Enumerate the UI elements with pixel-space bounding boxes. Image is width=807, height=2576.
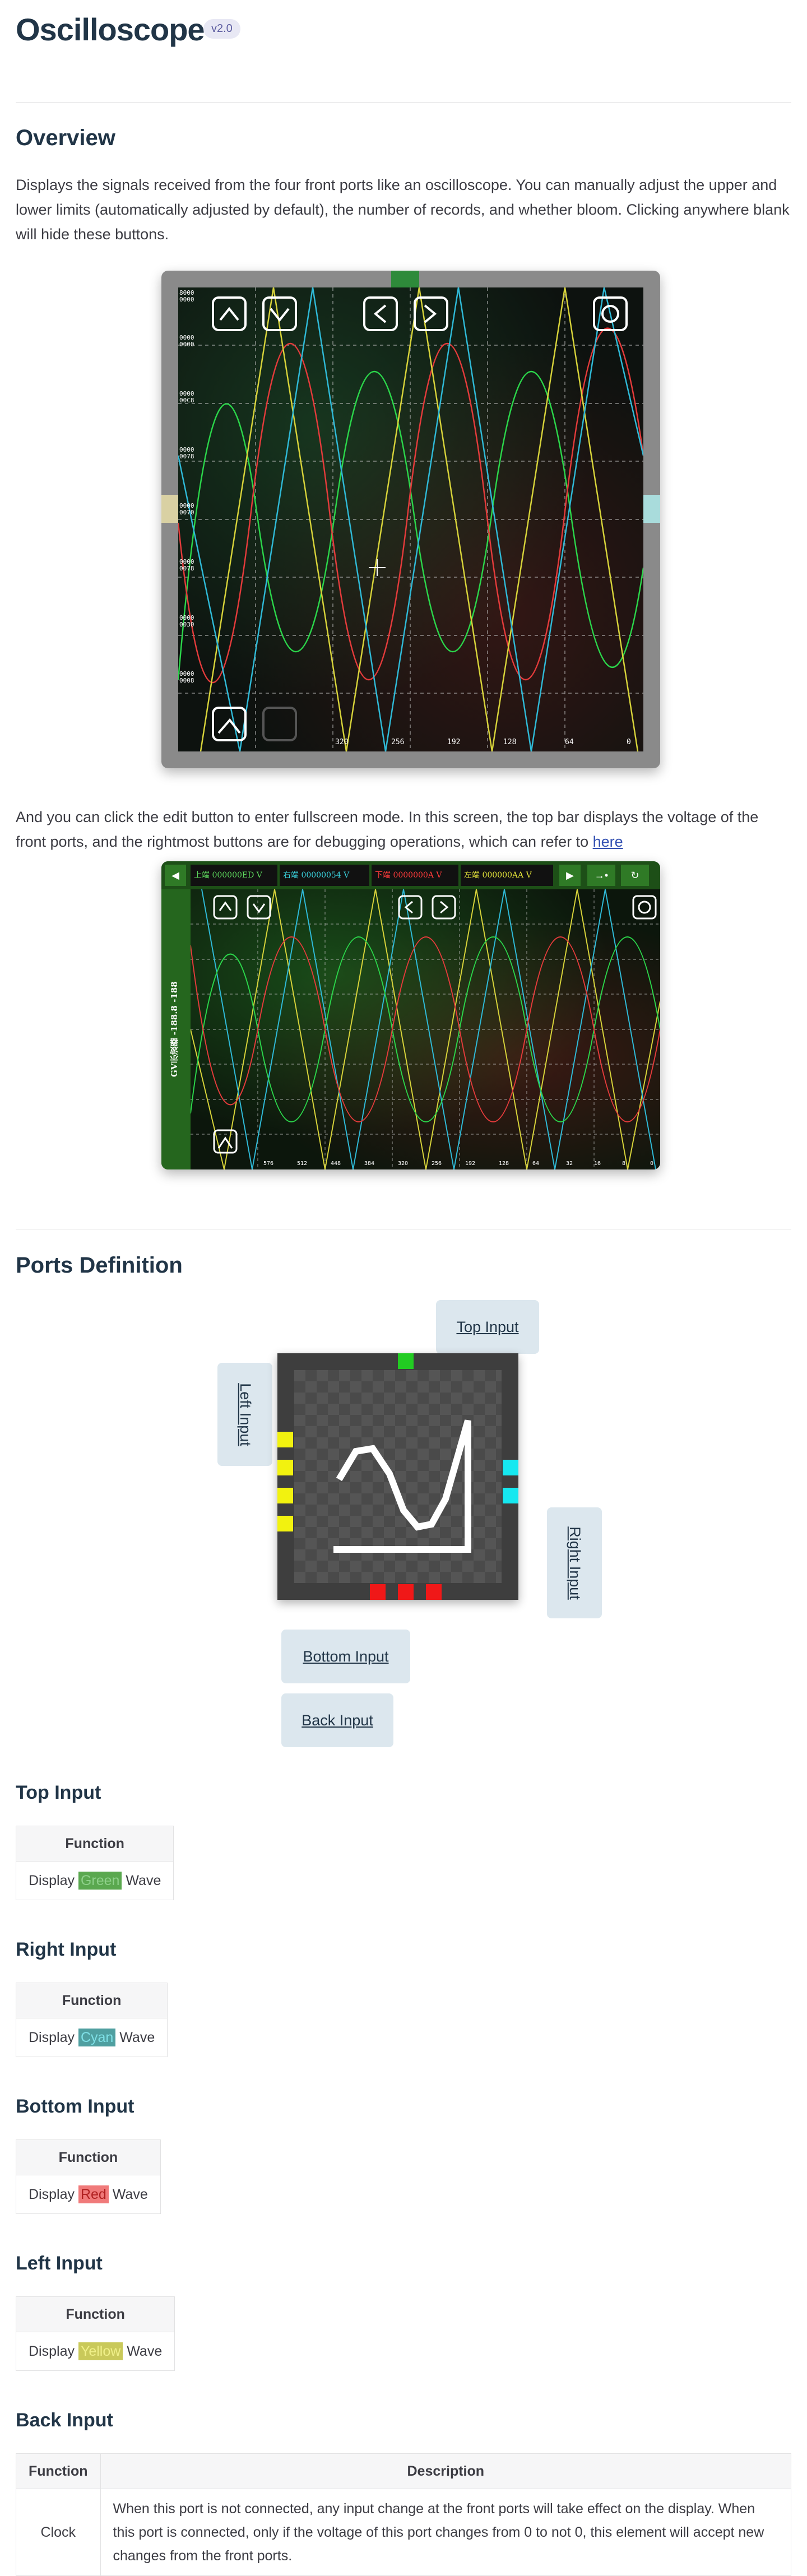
fullscreen-bottom-axis: 576 512 448 384 320 256 192 128 64 32 16…: [263, 1161, 654, 1167]
oscilloscope-chip-icon: [277, 1353, 518, 1600]
bottom-input-table: Function Display Red Wave: [16, 2139, 161, 2214]
voltage-left: 左端 000000AA V: [461, 865, 553, 886]
chip-right-port: [503, 1460, 518, 1475]
right-input-heading: Right Input: [16, 1939, 117, 1960]
voltage-top-bar: ◀ 上端 000000ED V 右端 00000054 V 下端 0000000…: [161, 861, 660, 889]
play-icon: ▶: [559, 865, 581, 886]
fullscreen-side-panel: GV示波器 -188.8 -188: [161, 889, 191, 1169]
back-input-link[interactable]: Back Input: [281, 1693, 393, 1747]
top-input-link[interactable]: Top Input: [436, 1300, 539, 1354]
voltage-right: 右端 00000054 V: [280, 865, 369, 886]
chip-left-port: [277, 1488, 293, 1503]
page-title: Oscilloscope: [16, 12, 205, 47]
divider: [16, 102, 791, 103]
scope-display: [177, 287, 644, 752]
fullscreen-paragraph: And you can click the edit button to ent…: [16, 809, 759, 850]
top-port-indicator: [391, 271, 419, 287]
chip-left-port: [277, 1460, 293, 1475]
left-input-heading: Left Input: [16, 2253, 103, 2274]
left-port-indicator: [161, 495, 178, 523]
left-input-link[interactable]: Left Input: [217, 1363, 272, 1466]
right-input-link[interactable]: Right Input: [547, 1507, 602, 1618]
table-header: Function: [15, 2296, 175, 2332]
overview-heading: Overview: [16, 126, 115, 150]
version-badge: v2.0: [203, 19, 240, 39]
right-port-indicator: [643, 495, 660, 523]
ports-heading: Ports Definition: [16, 1253, 183, 1278]
right-input-table: Function Display Cyan Wave: [15, 1983, 168, 2057]
voltage-top: 上端 000000ED V: [191, 865, 277, 886]
left-input-table: Function Display Yellow Wave: [15, 2296, 175, 2371]
table-cell: Display Cyan Wave: [15, 2018, 168, 2057]
step-icon: →•: [587, 865, 615, 886]
table-header: Description: [100, 2453, 792, 2489]
fullscreen-waveforms: [190, 889, 660, 1169]
top-input-table: Function Display Green Wave: [15, 1826, 174, 1900]
table-header: Function: [15, 1826, 174, 1862]
table-cell: Display Red Wave: [16, 2175, 161, 2214]
oscilloscope-screenshot: 8000 0000 0000 0000 0000 00C8 0000 0078 …: [161, 271, 660, 768]
back-input-table: Function Description Clock When this por…: [16, 2453, 792, 2576]
back-input-heading: Back Input: [16, 2410, 113, 2431]
table-cell: Display Yellow Wave: [15, 2332, 175, 2371]
debug-reference-link[interactable]: here: [592, 833, 623, 850]
chip-right-port: [503, 1488, 518, 1503]
overview-paragraph: Displays the signals received from the f…: [16, 177, 790, 243]
table-cell: Display Green Wave: [15, 1861, 174, 1900]
fullscreen-oscilloscope-screenshot: ◀ 上端 000000ED V 右端 00000054 V 下端 0000000…: [161, 861, 660, 1169]
scope-bottom-axis: 320 256 192 128 64 0: [335, 738, 631, 746]
bottom-input-heading: Bottom Input: [16, 2096, 134, 2117]
scope-waveforms: [177, 287, 644, 752]
table-header: Function: [15, 1983, 168, 2018]
table-header: Function: [16, 2139, 161, 2175]
chip-bottom-port: [426, 1584, 442, 1600]
chip-left-port: [277, 1432, 293, 1447]
chip-wave-icon: [333, 1419, 471, 1553]
back-arrow-icon: ◀: [165, 865, 186, 886]
chip-left-port: [277, 1516, 293, 1531]
table-cell: Clock: [16, 2489, 101, 2576]
chip-bottom-port: [398, 1584, 414, 1600]
table-cell: When this port is not connected, any inp…: [100, 2489, 792, 2576]
side-label: GV示波器 -188.8 -188: [169, 981, 179, 1078]
voltage-bottom: 下端 0000000A V: [372, 865, 458, 886]
reset-icon: ↻: [621, 865, 649, 886]
table-header: Function: [16, 2453, 101, 2489]
fullscreen-display: 576 512 448 384 320 256 192 128 64 32 16…: [190, 889, 660, 1169]
chip-top-port: [398, 1353, 414, 1369]
top-input-heading: Top Input: [16, 1782, 101, 1803]
bottom-input-link[interactable]: Bottom Input: [281, 1630, 410, 1683]
chip-bottom-port: [370, 1584, 386, 1600]
